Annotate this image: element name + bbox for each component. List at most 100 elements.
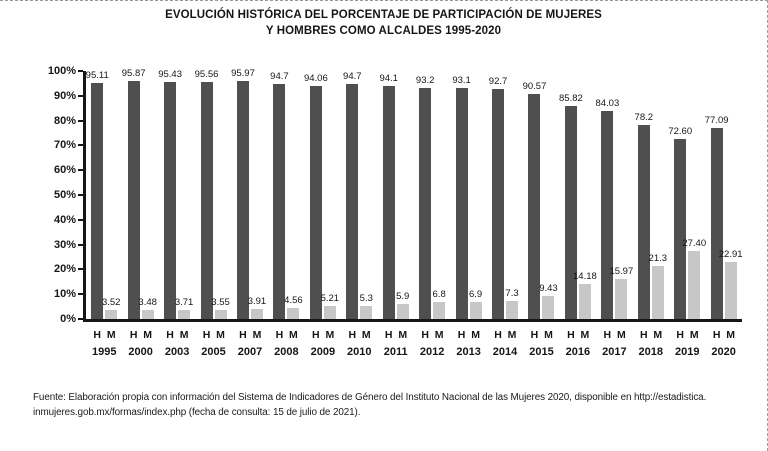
- bar-value-label: 95.56: [194, 69, 219, 81]
- bar-value-label: 3.71: [174, 296, 194, 308]
- y-tick-mark: [78, 70, 83, 72]
- series-letter-h: H: [312, 329, 320, 341]
- bar-value-label: 77.09: [704, 114, 729, 126]
- bar-mujeres: 22.91: [719, 249, 743, 319]
- x-axis-line: [83, 319, 742, 322]
- series-letter-h: H: [202, 329, 211, 341]
- y-tick-label: 40%: [53, 213, 76, 226]
- bar-value-label: 94.06: [303, 72, 328, 84]
- bar-value-label: 9.43: [539, 282, 558, 294]
- series-letter-h: H: [421, 329, 429, 341]
- x-axis-year-label: 2019: [674, 346, 700, 358]
- y-tick-mark: [78, 218, 83, 221]
- year-group-2020: 77.09 22.91 H M 2020: [704, 71, 743, 358]
- series-letter-m: M: [143, 329, 153, 341]
- series-letter-h: H: [166, 329, 174, 341]
- year-group-2008: 94.7 4.56 H M 2008: [268, 71, 304, 358]
- source-note-line2: inmujeres.gob.mx/formas/index.php (fecha…: [33, 407, 361, 419]
- x-axis-year-label: 2016: [565, 346, 591, 358]
- x-axis-year-label: 2005: [201, 346, 226, 358]
- series-letter-h: H: [712, 329, 721, 341]
- bar-value-label: 7.3: [505, 287, 519, 299]
- series-letter-h: H: [275, 329, 284, 341]
- bar-value-label: 6.9: [468, 288, 483, 300]
- series-letter-m: M: [689, 329, 699, 341]
- y-axis: 0% 10% 20% 30% 40% 50% 60% 70% 80% 90% 100%: [38, 65, 86, 325]
- y-tick-mark: [78, 119, 83, 122]
- bar-hombres: 95.87: [122, 68, 146, 319]
- series-letter-m: M: [616, 329, 626, 341]
- year-group-2012: 93.2 6.8 H M 2012: [414, 71, 450, 358]
- bar-value-label: 85.82: [559, 93, 583, 105]
- bar-mujeres: 6.9: [469, 289, 482, 319]
- year-group-2016: 85.82 14.18 H M 2016: [559, 71, 597, 358]
- series-letter-m: M: [507, 329, 517, 341]
- bar-value-label: 72.60: [668, 125, 693, 137]
- bar-hombres: 84.03: [595, 98, 619, 319]
- bar-hombres: 72.60: [668, 126, 692, 319]
- y-tick-label: 30%: [53, 238, 76, 251]
- y-tick-label: 100%: [47, 65, 76, 77]
- y-tick-label: 60%: [53, 164, 76, 177]
- x-axis-year-label: 2012: [419, 346, 445, 358]
- x-axis-year-label: 2017: [602, 346, 627, 358]
- bar-value-label: 93.2: [415, 74, 435, 86]
- bar-groups: 95.11 3.52 H M 1995 95.87 3.48 H M 2000 95.43 3.71 H…: [85, 68, 743, 358]
- series-letter-h: H: [129, 329, 138, 341]
- bar-value-label: 14.18: [573, 270, 597, 282]
- year-group-2017: 84.03 15.97 H M 2017: [595, 71, 633, 358]
- x-axis-year-label: 2010: [347, 346, 372, 358]
- bar-hombres: 78.2: [635, 112, 653, 319]
- bar-value-label: 95.11: [85, 70, 109, 82]
- y-tick-label: 70%: [53, 139, 76, 152]
- bar-mujeres: 3.52: [102, 297, 120, 319]
- y-tick-label: 10%: [53, 288, 76, 301]
- bar-mujeres: 14.18: [573, 271, 597, 319]
- year-group-2019: 72.60 27.40 H M 2019: [668, 71, 706, 358]
- bar-mujeres: 3.91: [248, 296, 266, 319]
- bar-hombres: 95.43: [158, 69, 182, 319]
- bar-mujeres: 3.48: [138, 297, 157, 319]
- series-letter-h: H: [239, 329, 247, 341]
- bar-mujeres: 3.55: [211, 297, 230, 319]
- bar-hombres: 94.06: [304, 73, 328, 319]
- series-letter-m: M: [361, 329, 371, 341]
- bar-hombres: 92.7: [489, 76, 507, 319]
- series-letter-h: H: [384, 329, 393, 341]
- bar-value-label: 3.52: [101, 297, 121, 309]
- source-note: Fuente: Elaboración propia con informaci…: [33, 390, 743, 421]
- year-group-2013: 93.1 6.9 H M 2013: [450, 71, 486, 358]
- bar-value-label: 95.97: [231, 68, 255, 79]
- bar-value-label: 4.56: [284, 294, 303, 306]
- x-axis-year-label: 2015: [529, 346, 554, 358]
- source-note-line1: Fuente: Elaboración propia con informaci…: [33, 392, 707, 403]
- bar-hombres: 94.7: [270, 71, 289, 319]
- bar-hombres: 95.56: [195, 69, 218, 319]
- y-tick-mark: [78, 318, 83, 320]
- year-group-2009: 94.06 5.21 H M 2009: [304, 71, 341, 358]
- series-letter-m: M: [726, 329, 736, 341]
- x-axis-year-label: 2018: [638, 346, 664, 358]
- bar-mujeres: 3.71: [175, 297, 193, 319]
- x-axis-year-label: 1995: [91, 346, 117, 358]
- bar-value-label: 92.7: [488, 76, 508, 88]
- bar-value-label: 5.9: [396, 291, 410, 303]
- series-letter-m: M: [653, 329, 663, 341]
- bar-hombres: 85.82: [559, 93, 583, 319]
- y-tick-mark: [78, 94, 83, 97]
- series-letter-m: M: [179, 329, 189, 341]
- series-letter-h: H: [567, 329, 575, 341]
- year-group-2014: 92.7 7.3 H M 2014: [487, 71, 523, 358]
